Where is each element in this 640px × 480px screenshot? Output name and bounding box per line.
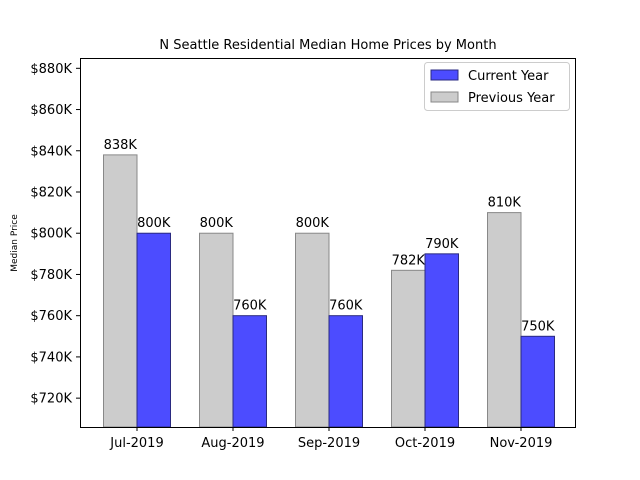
bar-current-year-jul-2019	[136, 232, 171, 428]
bar-current-year-nov-2019	[520, 335, 555, 428]
bar-current-year-sep-2019	[328, 315, 363, 428]
bar-previous-year-sep-2019	[295, 232, 330, 428]
bar-current-year-oct-2019	[424, 253, 459, 428]
y-tick-label: $840K	[30, 144, 72, 159]
bar-current-year-aug-2019	[232, 315, 267, 428]
data-label: 810K	[488, 196, 522, 211]
legend-label: Current Year	[468, 69, 549, 84]
y-tick-label: $860K	[30, 103, 72, 118]
x-tick-label: Oct-2019	[395, 436, 455, 451]
bar-previous-year-aug-2019	[199, 232, 234, 428]
plot-frame	[80, 58, 576, 428]
y-tick-label: $720K	[30, 392, 72, 407]
legend-label: Previous Year	[468, 91, 555, 106]
data-labels-layer: 838K 800K 800K 782K 810K 800K 760K 760K 790K 750K	[104, 138, 555, 334]
x-axis: Jul-2019 Aug-2019 Sep-2019 Oct-2019 Nov-2019	[109, 427, 552, 451]
y-axis-label: Median Price	[10, 214, 20, 272]
legend: Current Year Previous Year	[424, 62, 570, 111]
bar-previous-year-oct-2019	[391, 269, 426, 428]
y-tick-label: $800K	[30, 227, 72, 242]
data-label: 800K	[200, 216, 234, 231]
data-label: 760K	[233, 299, 267, 314]
bar-previous-year-jul-2019	[103, 154, 138, 428]
x-tick-label: Sep-2019	[298, 436, 360, 451]
data-label: 782K	[392, 253, 426, 268]
data-label: 790K	[425, 237, 459, 252]
y-tick-label: $760K	[30, 309, 72, 324]
data-label: 800K	[137, 216, 171, 231]
y-axis: $720K $740K $760K $780K $800K $820K $840K $860K…	[30, 62, 80, 407]
data-label: 838K	[104, 138, 138, 153]
legend-swatch	[430, 69, 459, 81]
data-label: 800K	[296, 216, 330, 231]
data-label: 750K	[521, 319, 555, 334]
y-tick-label: $880K	[30, 62, 72, 77]
legend-swatch	[430, 91, 459, 103]
chart-title: N Seattle Residential Median Home Prices…	[159, 38, 496, 53]
bar-previous-year-nov-2019	[487, 212, 522, 428]
x-tick-label: Jul-2019	[109, 436, 163, 451]
data-label: 760K	[329, 299, 363, 314]
x-tick-label: Nov-2019	[490, 436, 553, 451]
legend-box	[424, 62, 570, 111]
y-tick-label: $820K	[30, 185, 72, 200]
bars-layer	[103, 154, 555, 428]
y-tick-label: $780K	[30, 268, 72, 283]
y-tick-label: $740K	[30, 350, 72, 365]
x-tick-label: Aug-2019	[201, 436, 264, 451]
